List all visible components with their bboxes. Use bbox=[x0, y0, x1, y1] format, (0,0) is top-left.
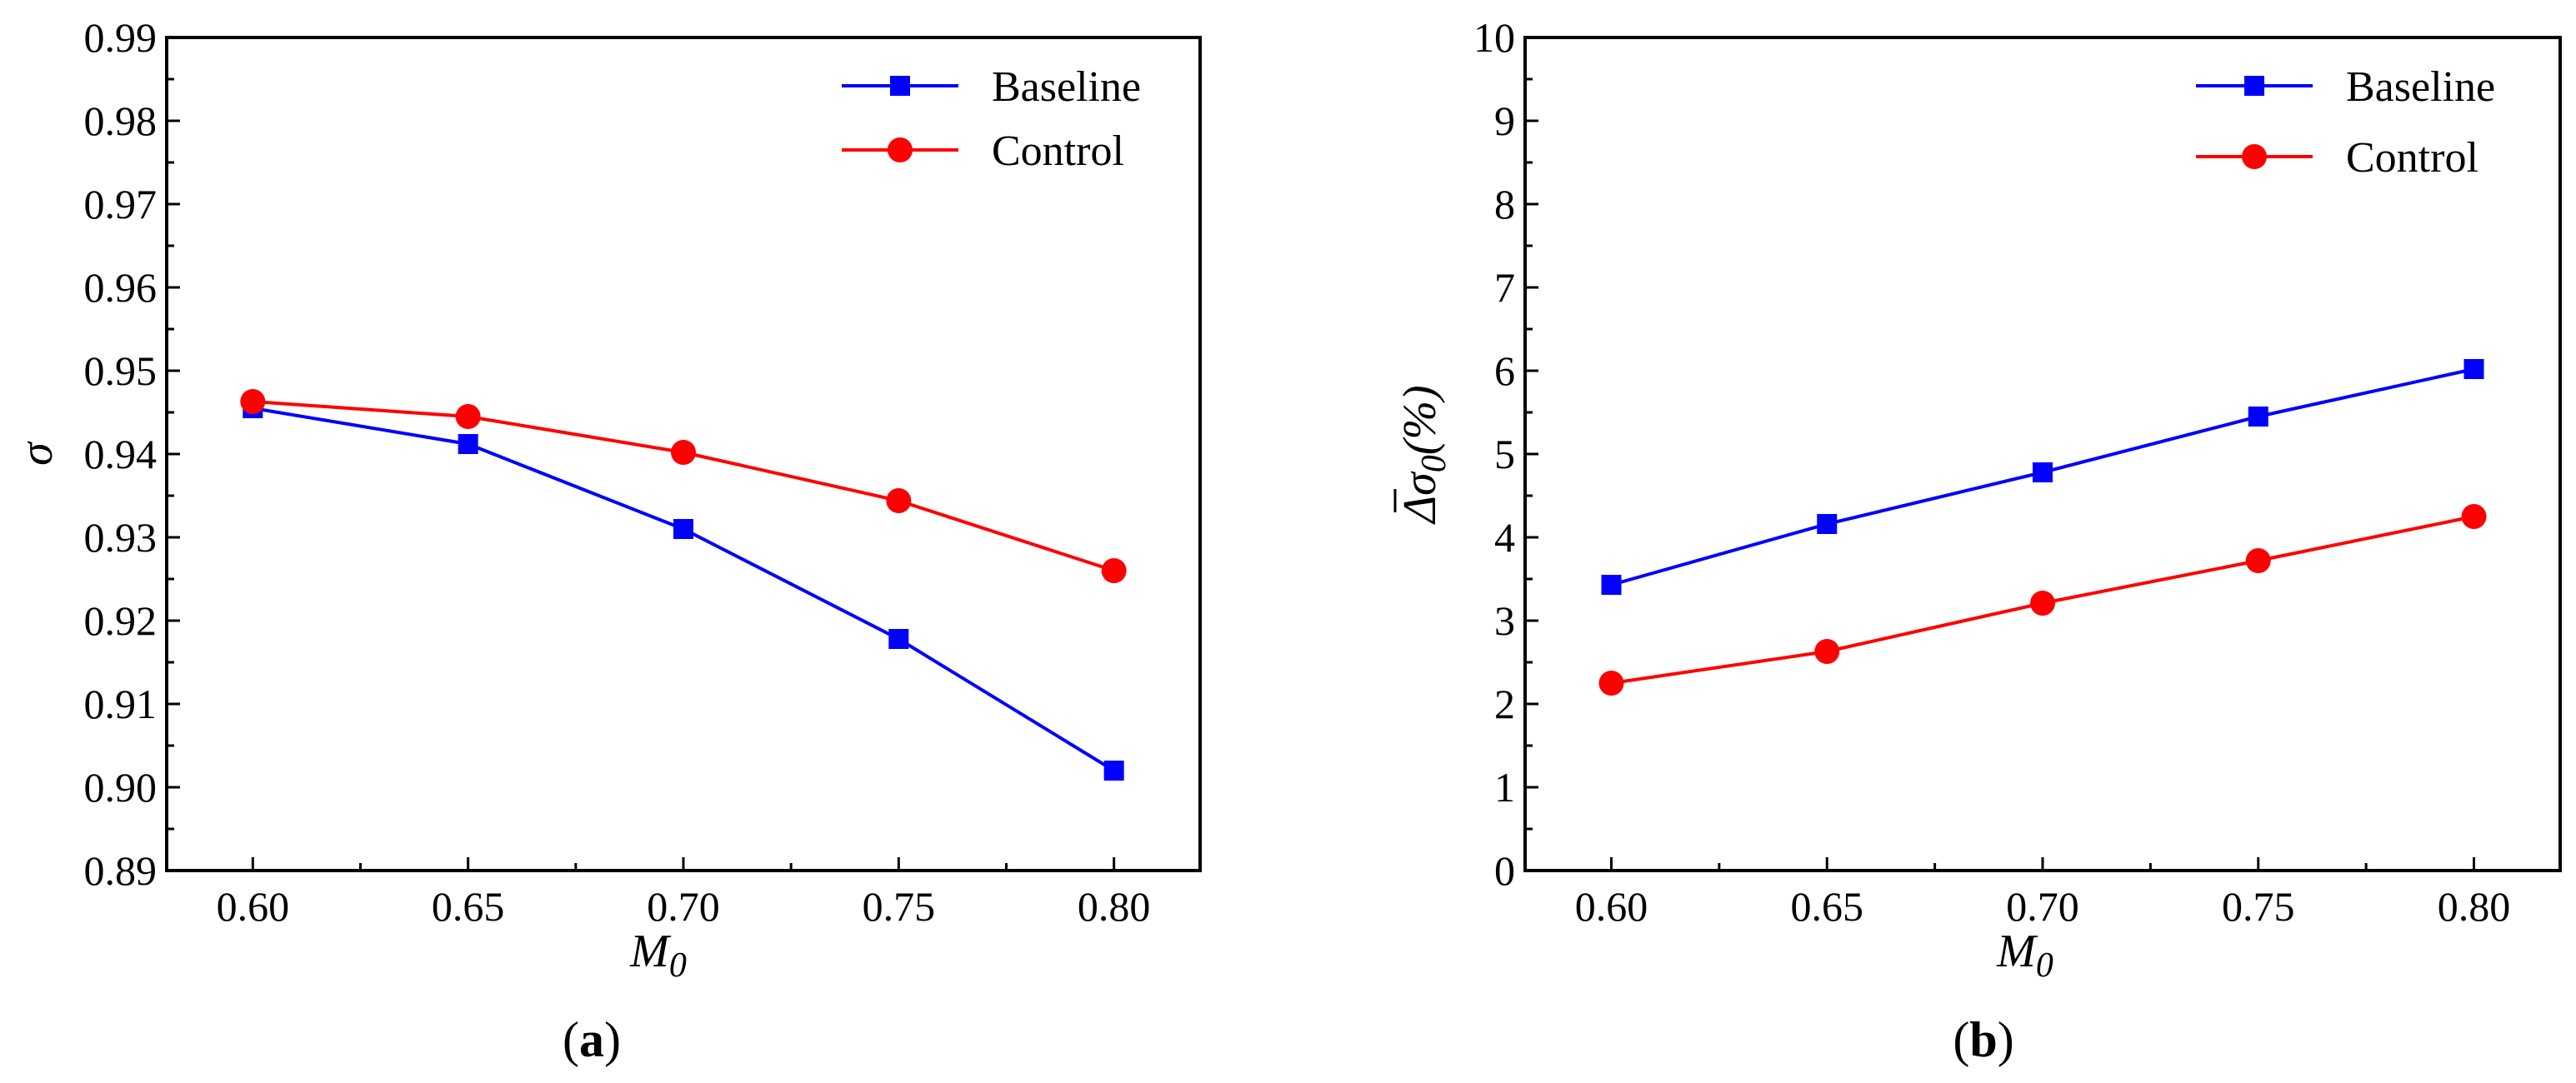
y-tick-label: 7 bbox=[1494, 264, 1515, 311]
x-tick-label: 0.60 bbox=[217, 883, 290, 930]
series-layer bbox=[1598, 359, 2487, 696]
x-tick-label: 0.70 bbox=[2006, 883, 2079, 930]
panel-b: 0 1 2 3 4 5 6 7 8 9 10 0.60 0.65 0.70 0.75 0.80 M0 Δσ0… bbox=[1393, 14, 2562, 1067]
data-point-control bbox=[1101, 558, 1127, 583]
y-axis-title: Δσ0(%) bbox=[1393, 385, 1453, 525]
x-tick-label: 0.80 bbox=[1078, 883, 1151, 930]
y-tick-label: 0 bbox=[1494, 847, 1515, 894]
legend-entry-baseline: Baseline bbox=[2196, 63, 2495, 111]
data-point-baseline bbox=[1817, 514, 1838, 534]
data-point-control bbox=[671, 440, 696, 465]
data-point-baseline bbox=[673, 519, 693, 539]
y-tick-label: 0.93 bbox=[84, 514, 158, 561]
y-tick-label: 6 bbox=[1494, 347, 1515, 394]
data-point-control bbox=[886, 488, 912, 513]
legend: Baseline Control bbox=[2196, 63, 2495, 182]
legend-entry-baseline: Baseline bbox=[842, 63, 1141, 111]
y-tick-label: 0.97 bbox=[84, 181, 158, 227]
x-tick-label: 0.65 bbox=[1791, 883, 1864, 930]
y-tick-label: 5 bbox=[1494, 431, 1515, 477]
legend-label-control: Control bbox=[2346, 134, 2478, 182]
y-ticks: 0 1 2 3 4 5 6 7 8 9 10 bbox=[1473, 14, 1538, 894]
data-point-baseline bbox=[2033, 462, 2053, 482]
x-tick-label: 0.75 bbox=[2222, 883, 2295, 930]
legend-label-baseline: Baseline bbox=[2346, 63, 2495, 111]
x-axis-title: M0 bbox=[629, 926, 687, 985]
data-point-control bbox=[2461, 504, 2487, 529]
y-tick-label: 4 bbox=[1494, 514, 1515, 561]
y-tick-label: 9 bbox=[1494, 97, 1515, 144]
y-tick-label: 3 bbox=[1494, 597, 1515, 644]
data-point-baseline bbox=[888, 629, 909, 649]
y-tick-label: 0.95 bbox=[84, 347, 158, 394]
y-ticks: 0.89 0.90 0.91 0.92 0.93 0.94 0.95 0.96 0.97 0.98… bbox=[84, 14, 180, 894]
data-point-baseline bbox=[458, 434, 478, 454]
y-tick-label: 1 bbox=[1494, 764, 1515, 811]
data-point-control bbox=[1598, 671, 1624, 696]
data-point-control bbox=[455, 404, 481, 429]
x-axis-title: M0 bbox=[1996, 926, 2053, 985]
y-tick-label: 10 bbox=[1473, 14, 1515, 61]
data-point-control bbox=[1814, 639, 1840, 664]
data-point-baseline bbox=[1601, 575, 1622, 595]
legend-marker-control bbox=[888, 137, 913, 162]
data-point-control bbox=[240, 389, 266, 414]
y-tick-label: 2 bbox=[1494, 681, 1515, 727]
legend-label-baseline: Baseline bbox=[992, 63, 1141, 111]
x-tick-label: 0.70 bbox=[647, 883, 720, 930]
y-tick-label: 0.94 bbox=[84, 431, 158, 477]
data-point-baseline bbox=[2463, 359, 2484, 379]
panel-caption-a: (a) bbox=[563, 1012, 621, 1067]
panel-caption-b: (b) bbox=[1953, 1012, 2013, 1067]
y-tick-label: 0.89 bbox=[84, 847, 158, 894]
series-line-control bbox=[253, 400, 1115, 572]
legend-marker-control bbox=[2242, 144, 2267, 169]
legend-entry-control: Control bbox=[842, 127, 1124, 175]
x-tick-label: 0.80 bbox=[2438, 883, 2511, 930]
legend-marker-baseline bbox=[890, 76, 910, 96]
legend-marker-baseline bbox=[2244, 76, 2264, 96]
y-tick-label: 0.90 bbox=[84, 764, 158, 811]
x-ticks: 0.60 0.65 0.70 0.75 0.80 bbox=[1575, 857, 2511, 930]
x-tick-label: 0.75 bbox=[863, 883, 936, 930]
data-point-control bbox=[2030, 591, 2055, 616]
y-tick-label: 0.91 bbox=[84, 681, 158, 727]
data-point-baseline bbox=[2248, 407, 2268, 427]
legend-label-control: Control bbox=[992, 127, 1124, 175]
svg-text:Δσ0(%): Δσ0(%) bbox=[1394, 385, 1453, 524]
y-tick-label: 0.98 bbox=[84, 97, 158, 144]
data-point-baseline bbox=[1103, 761, 1124, 781]
y-tick-label: 0.99 bbox=[84, 14, 158, 61]
y-axis-title: σ bbox=[11, 441, 63, 466]
legend: Baseline Control bbox=[842, 63, 1141, 175]
series-layer bbox=[240, 389, 1127, 781]
x-ticks: 0.60 0.65 0.70 0.75 0.80 bbox=[217, 857, 1151, 930]
legend-entry-control: Control bbox=[2196, 134, 2478, 182]
y-tick-label: 0.96 bbox=[84, 264, 158, 311]
y-tick-label: 8 bbox=[1494, 181, 1515, 227]
panel-a: 0.89 0.90 0.91 0.92 0.93 0.94 0.95 0.96 0.97 0.98… bbox=[11, 14, 1202, 1067]
x-tick-label: 0.65 bbox=[432, 883, 505, 930]
y-tick-label: 0.92 bbox=[84, 597, 158, 644]
x-tick-label: 0.60 bbox=[1575, 883, 1648, 930]
data-point-control bbox=[2245, 548, 2271, 573]
